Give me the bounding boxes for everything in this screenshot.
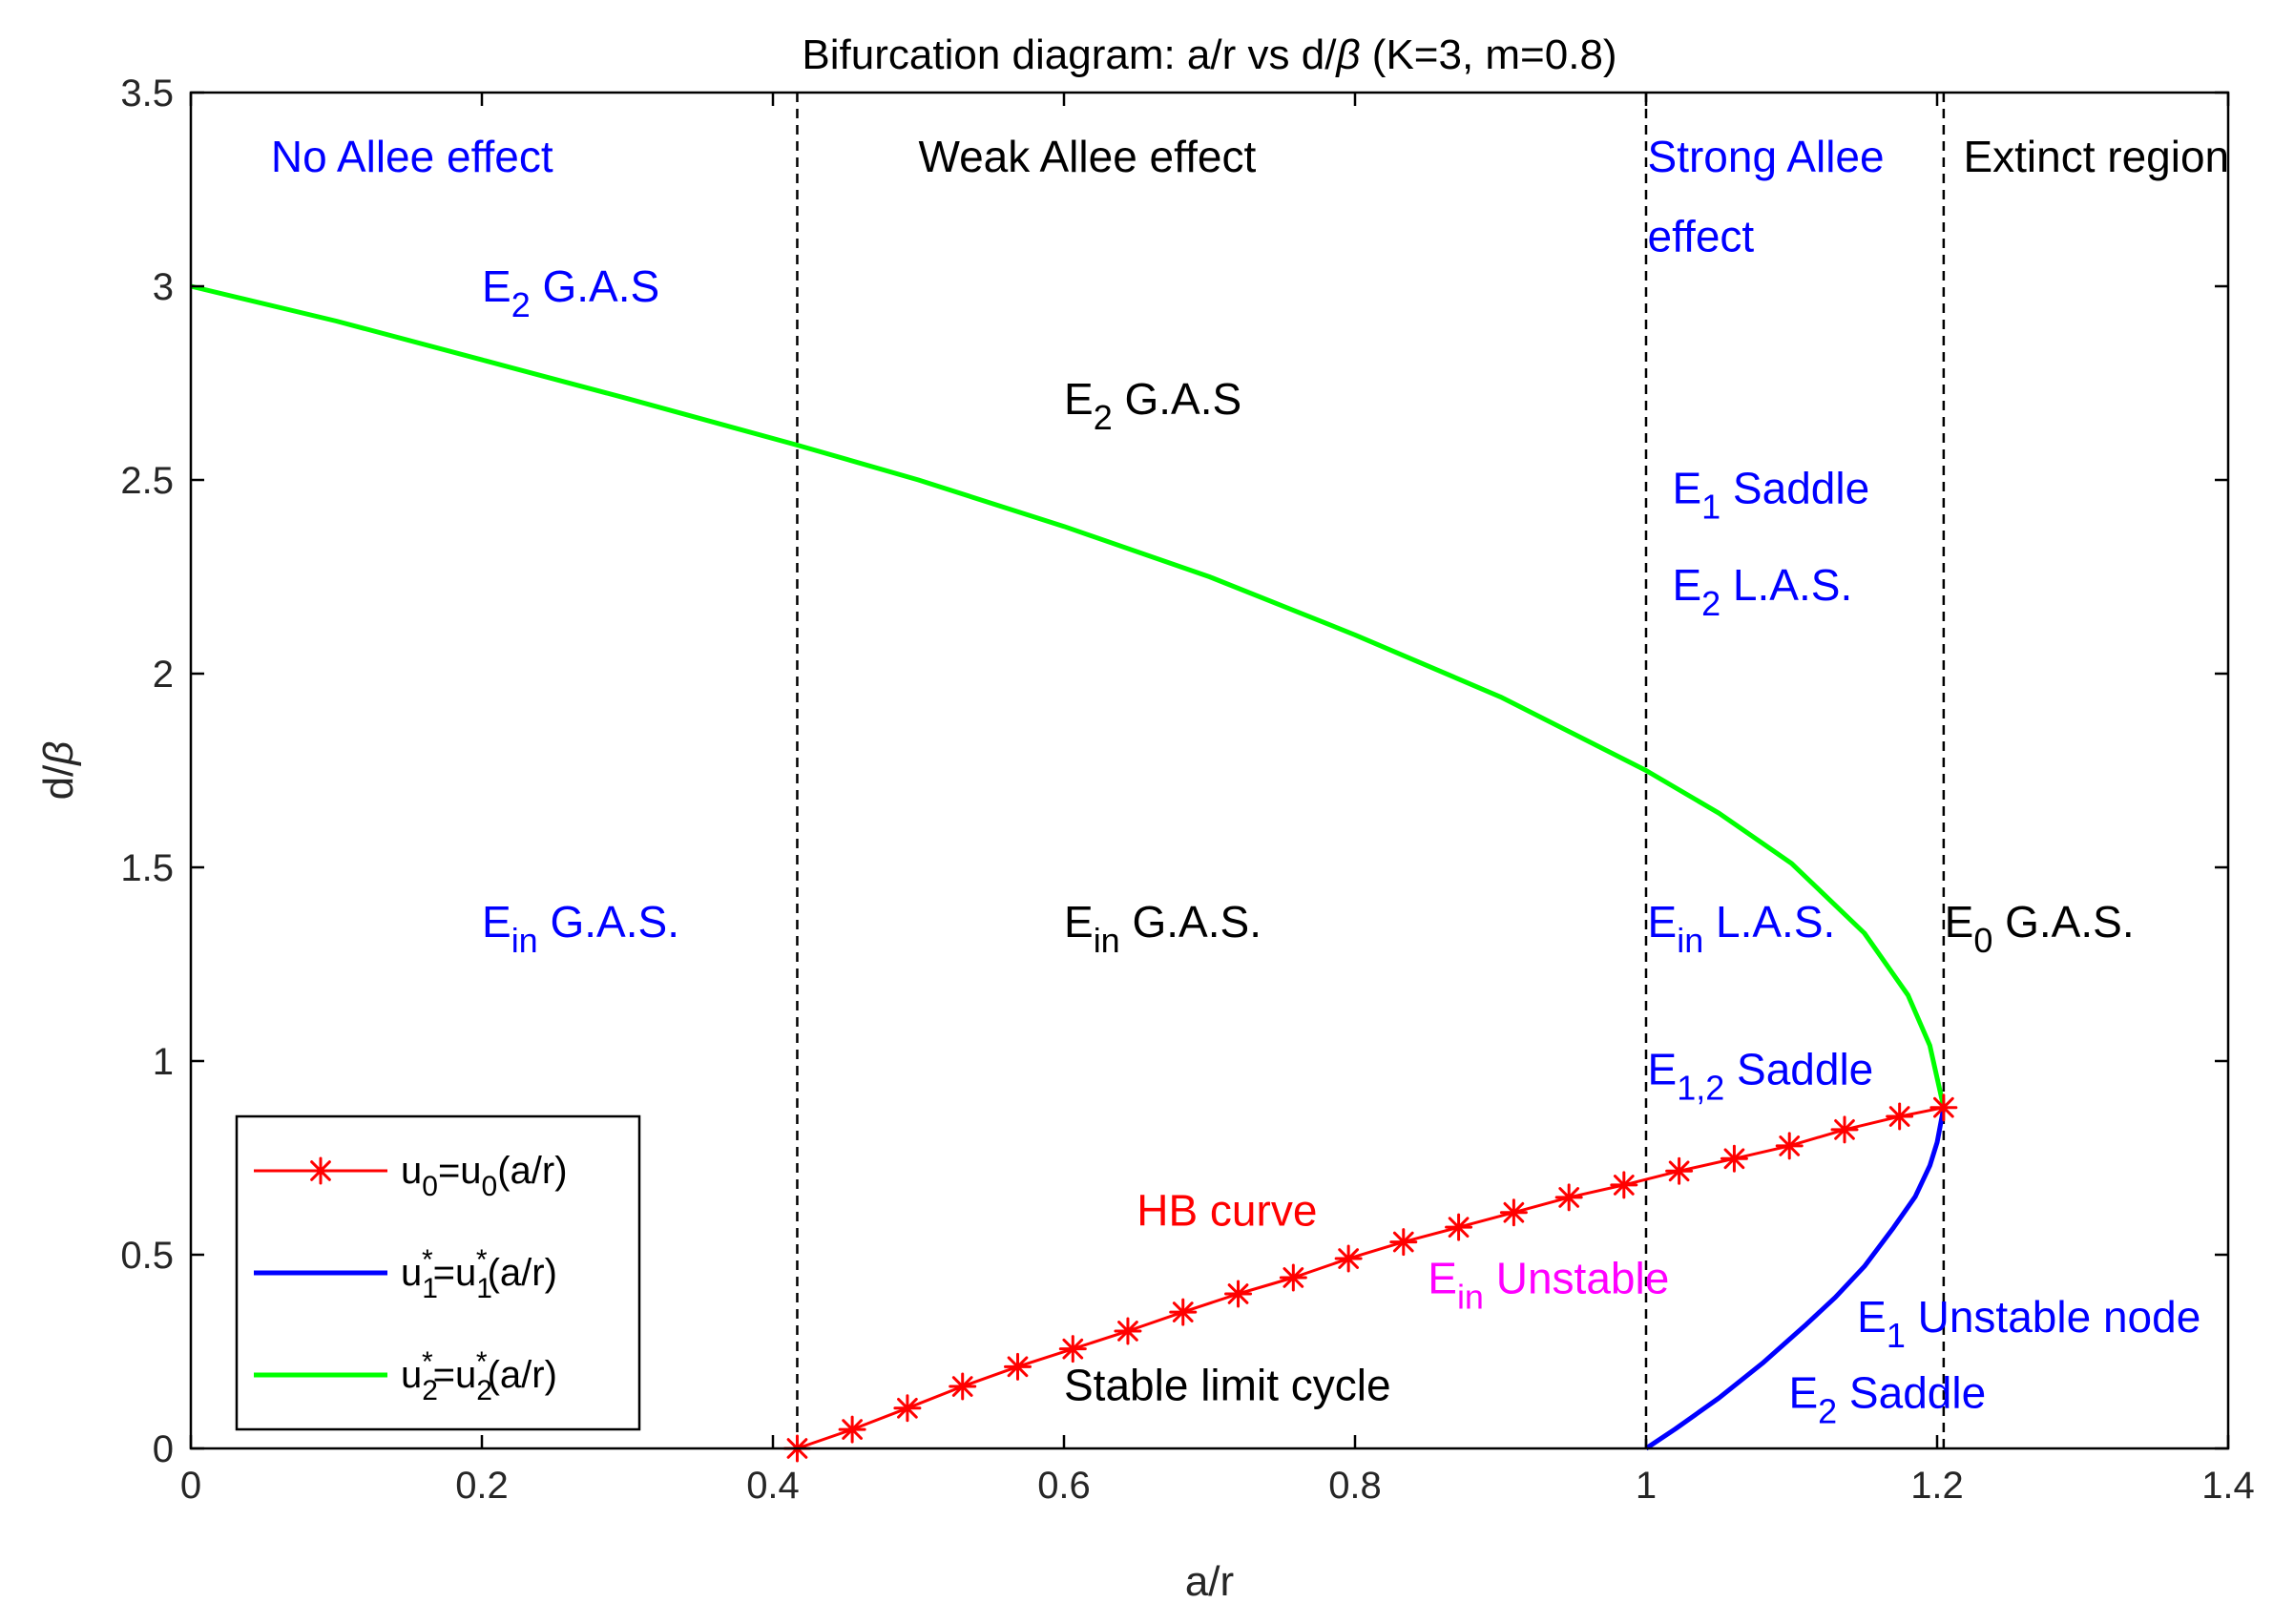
- y-tick-label: 3.5: [120, 73, 174, 115]
- legend: u0=u0(a/r) u1*=u1*(a/r) u2*=u2*(a/r): [235, 1114, 641, 1431]
- y-axis-label: d/β: [35, 741, 82, 801]
- y-tick-label: 1: [153, 1041, 174, 1083]
- x-tick-label: 0.8: [1328, 1465, 1382, 1507]
- annotation-e2-saddle: E2 Saddle: [1788, 1367, 1986, 1430]
- y-tick-label: 3: [153, 266, 174, 308]
- series-marker-u0: [1554, 1183, 1583, 1212]
- series-marker-u0: [893, 1394, 922, 1423]
- legend-marker-u0: [306, 1156, 335, 1185]
- annotation-e2-las: E2 L.A.S.: [1672, 560, 1852, 623]
- series-line-u0: [797, 1106, 1945, 1450]
- series-marker-u0: [1720, 1144, 1748, 1173]
- series-line-u2: [190, 283, 1947, 1109]
- chart-title: Bifurcation diagram: a/r vs d/β (K=3, m=…: [802, 31, 1616, 78]
- x-tick-label: 1.2: [1910, 1465, 1964, 1507]
- series-marker-u0: [1775, 1132, 1804, 1160]
- annotation-e12-saddle: E1,2 Saddle: [1648, 1044, 1874, 1107]
- annotation-e1-unstable-node: E1 Unstable node: [1857, 1292, 2200, 1355]
- legend-label-u0: u0=u0(a/r): [401, 1150, 568, 1202]
- series-marker-u0: [1004, 1352, 1032, 1381]
- series-marker-u0: [1610, 1171, 1638, 1199]
- x-tick-label: 1: [1636, 1465, 1657, 1507]
- x-tick-label: 0.6: [1037, 1465, 1091, 1507]
- series-marker-u0: [1058, 1335, 1087, 1364]
- legend-label-u2: u2*=u2*(a/r): [401, 1346, 557, 1406]
- series-marker-u0: [1665, 1156, 1694, 1185]
- series-marker-u0: [1499, 1198, 1528, 1227]
- annotation-e2-gas-mid: E2 G.A.S: [1064, 374, 1241, 437]
- x-tick-label: 0.2: [455, 1465, 509, 1507]
- x-tick-label: 0: [180, 1465, 201, 1507]
- annotation-ein-las: Ein L.A.S.: [1648, 897, 1836, 960]
- legend-label-u1: u1*=u1*(a/r): [401, 1244, 557, 1304]
- series-marker-u0: [1886, 1102, 1914, 1131]
- series-marker-u0: [1929, 1093, 1958, 1122]
- annotation-stable-limit-cycle: Stable limit cycle: [1064, 1360, 1391, 1409]
- x-tick-label: 1.4: [2201, 1465, 2255, 1507]
- annotation-weak-allee: Weak Allee effect: [919, 132, 1257, 181]
- annotation-ein-gas-mid: Ein G.A.S.: [1064, 897, 1262, 960]
- y-tick-label: 0.5: [120, 1235, 174, 1277]
- annotation-ein-gas-left: Ein G.A.S.: [482, 897, 679, 960]
- annotation-strong-allee-2: effect: [1648, 211, 1755, 260]
- series-marker-u0: [1445, 1213, 1473, 1241]
- annotation-no-allee: No Allee effect: [271, 132, 553, 181]
- series-marker-u0: [1114, 1317, 1142, 1345]
- series-marker-u0: [1334, 1244, 1363, 1273]
- series-marker-u0: [838, 1415, 866, 1444]
- axes-box: [189, 91, 2230, 1450]
- y-tick-label: 0: [153, 1428, 174, 1470]
- series-marker-u0: [949, 1372, 977, 1401]
- annotation-ein-unstable: Ein Unstable: [1428, 1254, 1669, 1317]
- annotation-e2-gas-left: E2 G.A.S: [482, 261, 659, 324]
- series-marker-u0: [1224, 1280, 1253, 1308]
- annotation-extinct: Extinct region: [1963, 132, 2229, 181]
- y-tick-label: 2: [153, 654, 174, 696]
- series-line-u1: [1644, 1107, 1947, 1451]
- series-marker-u0: [1830, 1115, 1859, 1144]
- y-tick-label: 2.5: [120, 460, 174, 502]
- x-tick-label: 0.4: [746, 1465, 800, 1507]
- x-axis-label: a/r: [1185, 1558, 1234, 1605]
- y-tick-label: 1.5: [120, 847, 174, 889]
- annotation-e0-gas: E0 G.A.S.: [1945, 897, 2135, 960]
- annotation-strong-allee-1: Strong Allee: [1648, 132, 1885, 181]
- series-marker-u0: [1389, 1228, 1418, 1257]
- annotation-e1-saddle-top: E1 Saddle: [1672, 463, 1869, 526]
- series-marker-u0: [1169, 1298, 1198, 1326]
- series-marker-u0: [1279, 1263, 1307, 1292]
- annotation-hb-curve: HB curve: [1137, 1186, 1317, 1236]
